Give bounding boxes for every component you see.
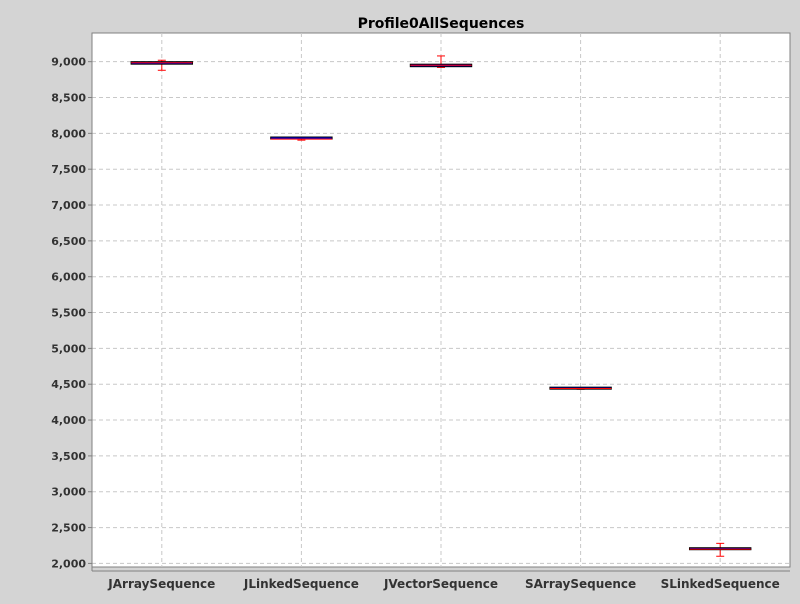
plot-area: 2,000 2,500 3,000 3,500 4,000 4,500 5,000 5,500…: [51, 32, 791, 591]
y-tick-label: 2,500: [51, 522, 86, 535]
x-tick-label: SLinkedSequence: [661, 577, 780, 591]
y-tick-label: 8,000: [51, 127, 86, 140]
chart-title: Profile0AllSequences: [358, 16, 525, 32]
y-tick-label: 6,500: [51, 235, 86, 248]
y-tick-label: 8,500: [51, 92, 86, 105]
y-tick-label: 3,000: [51, 486, 86, 499]
x-tick-label: JVectorSequence: [383, 577, 498, 591]
y-tick-label: 4,000: [51, 414, 86, 427]
x-tick-label: JArraySequence: [107, 577, 215, 591]
y-tick-label: 3,500: [51, 450, 86, 463]
y-tick-label: 5,000: [51, 342, 86, 355]
y-tick-label: 2,000: [51, 557, 86, 570]
y-tick-label: 6,000: [51, 271, 86, 284]
y-tick-label: 7,500: [51, 163, 86, 176]
y-tick-label: 4,500: [51, 378, 86, 391]
y-tick-label: 7,000: [51, 199, 86, 212]
y-tick-label: 9,000: [51, 56, 86, 69]
x-tick-label: SArraySequence: [525, 577, 636, 591]
y-tick-label: 5,500: [51, 307, 86, 320]
x-tick-label: JLinkedSequence: [243, 577, 359, 591]
